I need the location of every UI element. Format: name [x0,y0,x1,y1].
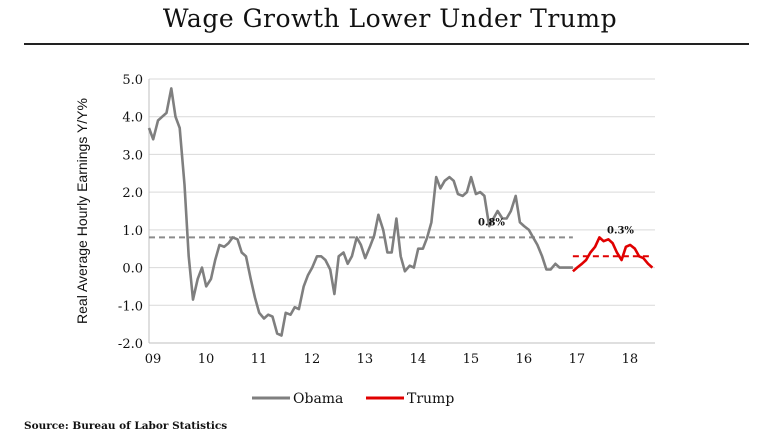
title-divider [24,43,749,45]
x-tick-label: 17 [569,352,586,367]
x-tick-label: 13 [357,352,374,367]
source-note: Source: Bureau of Labor Statistics [24,420,228,432]
x-tick-label: 12 [304,352,321,367]
chart-title: Wage Growth Lower Under Trump [162,4,618,33]
x-tick-label: 10 [198,352,215,367]
trump-average-label: 0.3% [607,225,634,236]
y-tick-label: 0.0 [122,262,143,277]
y-axis-label: Real Average Hourly Earnings Y/Y% [74,98,90,324]
legend-label-trump: Trump [407,391,454,407]
y-tick-label: 5.0 [122,73,143,88]
y-tick-label: 1.0 [122,224,143,239]
y-tick-label: -1.0 [118,299,143,314]
x-tick-label: 09 [145,352,162,367]
x-tick-label: 14 [410,352,427,367]
obama-average-label: 0.8% [478,217,505,228]
y-tick-label: 4.0 [122,111,143,126]
x-tick-label: 16 [516,352,533,367]
line-chart: 5.0 4.0 3.0 2.0 1.0 0.0 -1.0 -2.009 10 11 12 13 14 15… [74,73,655,407]
legend-label-obama: Obama [293,391,343,407]
y-tick-label: 3.0 [122,148,143,163]
x-tick-label: 18 [622,352,639,367]
y-tick-label: 2.0 [122,186,143,201]
y-tick-label: -2.0 [118,337,143,352]
x-tick-label: 11 [251,352,268,367]
series-line-obama [147,87,573,337]
x-tick-label: 15 [463,352,480,367]
series-line-trump [572,236,654,273]
